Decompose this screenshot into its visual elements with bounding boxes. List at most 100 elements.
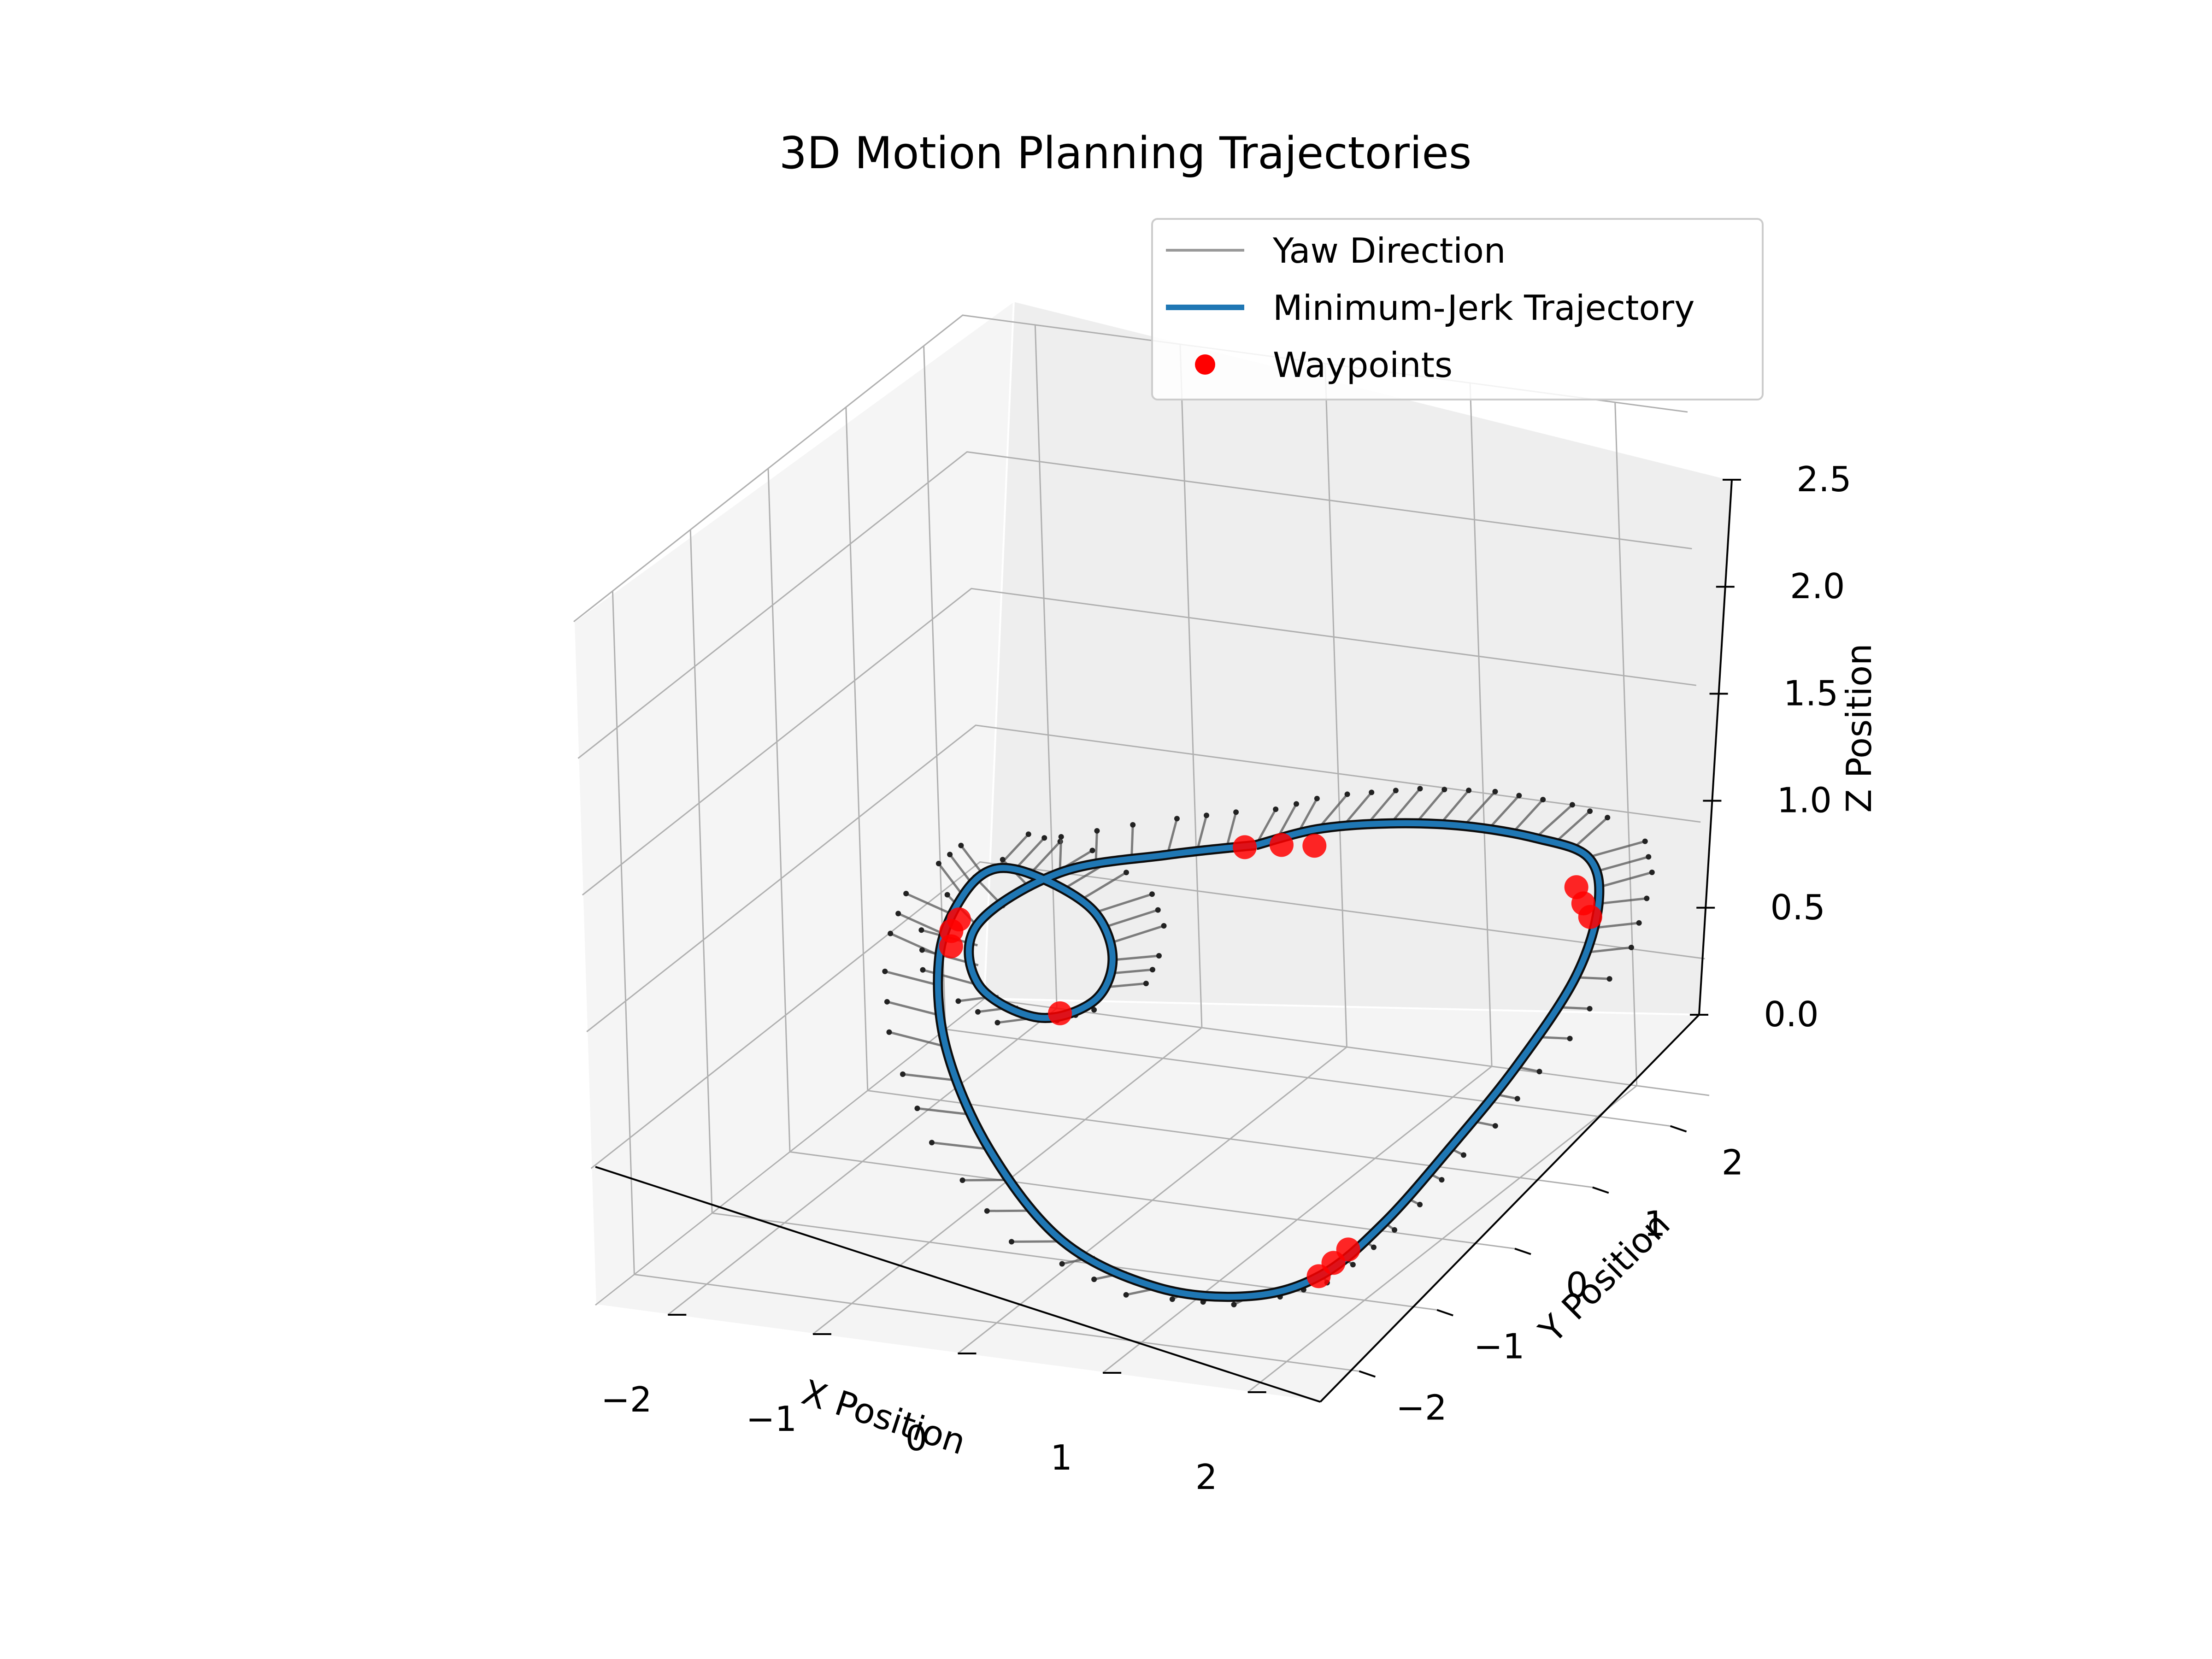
y-axis-ticks: −2 −1 0 1 2	[1359, 1125, 1743, 1428]
grid-line-z-4	[577, 451, 1692, 759]
yaw-arrow-head	[1460, 1152, 1466, 1158]
grid-lines	[573, 314, 1710, 1393]
yaw-arrow-head	[1466, 788, 1472, 794]
yaw-arrow	[1588, 840, 1646, 859]
trajectory-group	[933, 818, 1605, 1302]
yaw-arrow-head	[984, 1208, 990, 1214]
yaw-arrow-head	[1392, 1227, 1398, 1233]
yaw-arrow	[1077, 871, 1127, 903]
grid-line-floor-y-3	[867, 1090, 1593, 1188]
yaw-arrow-head	[1649, 869, 1655, 875]
grid-line-wall-x-2	[1324, 363, 1347, 1047]
yaw-arrow-head	[1094, 828, 1100, 834]
yaw-arrow-head	[1536, 1069, 1542, 1075]
yaw-arrow-head	[1233, 809, 1239, 815]
yaw-arrow	[888, 1031, 946, 1048]
z-tick-label-4: 2.0	[1790, 566, 1845, 606]
yaw-arrow-head	[1441, 787, 1447, 793]
yaw-arrow-head	[1569, 802, 1575, 808]
grid-line-wall-y-4	[923, 346, 947, 1030]
yaw-arrow	[1166, 818, 1178, 855]
z-tick-label-2: 1.0	[1777, 780, 1832, 821]
yaw-arrow-head	[1644, 895, 1650, 901]
yaw-arrow-head	[1371, 1244, 1377, 1250]
yaw-arrow-head	[914, 1106, 920, 1112]
yaw-arrow	[995, 833, 1030, 870]
grid-line-wall-y-3	[845, 407, 869, 1091]
yaw-arrow-head	[1540, 797, 1546, 803]
yaw-arrow-head	[1605, 815, 1611, 821]
y-axis-line	[1319, 1014, 1700, 1403]
y-tick-label-2: 0	[1566, 1265, 1588, 1306]
yaw-arrow-head	[1169, 1296, 1175, 1302]
x-tick-label-0: −2	[601, 1379, 652, 1420]
yaw-arrow-head	[1642, 838, 1648, 844]
yaw-arrow-head	[900, 1071, 906, 1077]
yaw-arrow-head	[1439, 1177, 1445, 1183]
z-tick-label-1: 0.5	[1771, 887, 1825, 928]
yaw-arrow-head	[1273, 806, 1279, 812]
yaw-arrow	[906, 892, 956, 917]
yaw-arrow-head	[1143, 981, 1149, 987]
waypoint-1	[1269, 833, 1294, 857]
z-tick-label-3: 1.5	[1783, 673, 1838, 713]
yaw-arrow-head	[955, 998, 961, 1004]
yaw-arrow-head	[944, 892, 950, 898]
yaw-arrow-head	[920, 967, 926, 973]
yaw-arrow-head	[947, 852, 953, 858]
grid-line-wall-y-0	[612, 591, 635, 1275]
yaw-arrow-head	[1123, 870, 1129, 876]
waypoint-0	[1233, 835, 1257, 859]
yaw-arrow	[1594, 871, 1653, 889]
x-axis-ticks: −2 −1 0 1 2	[601, 1314, 1266, 1497]
trajectory-line	[935, 820, 1602, 1300]
grid-line-floor-y-0	[634, 1274, 1359, 1372]
grid-line-z-3	[582, 588, 1696, 896]
yaw-arrow-head	[1369, 789, 1375, 795]
yaw-arrow-head	[975, 1009, 981, 1015]
yaw-arrow-head	[1058, 834, 1064, 840]
yaw-arrow	[1012, 1240, 1063, 1243]
yaw-arrow-head	[1149, 967, 1155, 973]
y-tick-label-0: −2	[1396, 1388, 1447, 1428]
yaw-arrow-head	[1606, 976, 1612, 982]
yaw-arrow	[937, 863, 964, 896]
grid-line-wall-x-4	[1614, 402, 1638, 1086]
x-tick-label-1: −1	[746, 1399, 797, 1439]
y-tick-mark-3	[1592, 1186, 1609, 1194]
z-tick-label-0: 0.0	[1764, 994, 1818, 1035]
grid-line-wall-x-1	[1179, 344, 1203, 1028]
yaw-arrow-head	[958, 842, 964, 848]
yaw-arrow-head	[895, 911, 901, 917]
y-tick-mark-4	[1670, 1125, 1687, 1133]
y-tick-label-3: 1	[1644, 1204, 1666, 1244]
grid-line-wall-x-0	[1034, 324, 1058, 1009]
yaw-arrow	[1463, 791, 1496, 827]
yaw-arrow-head	[1314, 795, 1320, 801]
legend: Yaw Direction Minimum-Jerk Trajectory Wa…	[1151, 218, 1764, 400]
grid-line-z-1	[590, 861, 1705, 1169]
yaw-arrow-head	[1156, 953, 1162, 959]
y-tick-mark-2	[1514, 1247, 1531, 1255]
yaw-arrow	[1195, 815, 1208, 852]
waypoint-2	[1302, 834, 1327, 858]
yaw-arrow	[898, 912, 948, 937]
waypoint-11	[939, 934, 963, 959]
grid-line-wall-y-2	[767, 468, 791, 1152]
yaw-arrow-head	[1294, 801, 1300, 807]
yaw-arrow	[1487, 794, 1520, 831]
yaw-arrow	[1225, 812, 1237, 849]
legend-yaw-label: Yaw Direction	[1272, 230, 1506, 271]
yaw-arrow-head	[1155, 907, 1161, 913]
yaw-arrow-head	[935, 860, 941, 866]
yaw-arrow	[1059, 836, 1063, 873]
yaw-arrow	[884, 970, 942, 987]
yaw-arrow-head	[1646, 854, 1652, 860]
yaw-arrow-head	[1025, 831, 1031, 837]
x-tick-label-4: 2	[1195, 1457, 1218, 1497]
waypoint-5	[1578, 905, 1602, 929]
yaw-arrow	[1535, 804, 1573, 839]
yaw-arrow-head	[1492, 1123, 1498, 1129]
yaw-arrow-head	[903, 891, 909, 897]
